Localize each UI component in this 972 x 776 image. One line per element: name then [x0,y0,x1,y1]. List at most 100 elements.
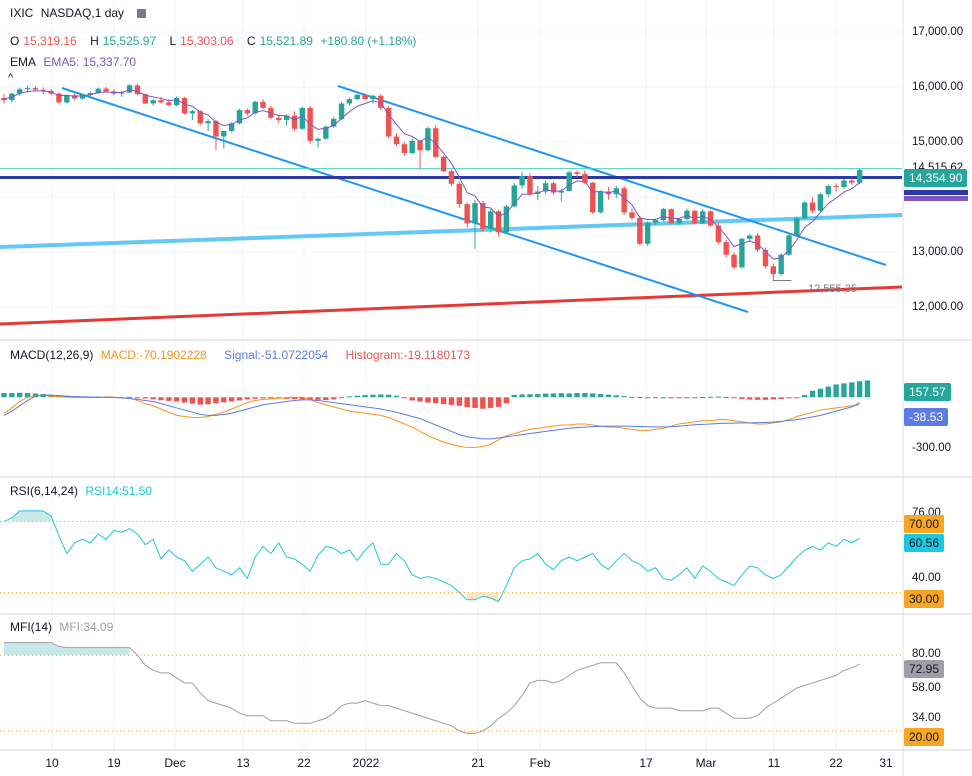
candle-body [574,172,580,174]
collapse-chevron-icon[interactable]: ^ [8,72,14,84]
candle [629,208,635,221]
candle-body [527,176,533,194]
candle-body [456,183,462,205]
candle [181,96,188,115]
macd-histogram-bar [126,396,133,398]
candle [754,233,761,252]
candle-body [244,110,251,114]
macd-histogram-bar [660,397,667,399]
mfi-overbought-fill [27,642,36,656]
candle [134,83,141,96]
candle-body [338,103,345,119]
date-tick: 21 [471,756,485,770]
mfi-pane[interactable] [0,642,902,734]
candle-body [519,176,525,186]
price-pane[interactable] [0,83,903,326]
symbol-label[interactable]: IXIC [10,6,34,20]
candle [692,210,698,225]
chart-title: NASDAQ,1 day [40,6,125,20]
macd-histogram-bar [841,383,847,398]
candle [283,114,290,126]
candle-body [425,128,431,151]
candle-body [213,121,219,137]
candle-body [786,235,792,255]
ema-label[interactable]: EMA [10,55,37,69]
rsi-oversold-fill [475,592,483,600]
date-tick: Feb [529,756,551,770]
mfi-overbought-fill [98,647,107,656]
rsi-legend: RSI(6,14,24) RSI14:51.50 [10,484,156,498]
candle [401,142,408,156]
level-tag-stack [904,190,968,195]
candle-body [802,202,808,219]
candle-body [652,220,659,223]
settings-icon[interactable] [137,9,147,19]
candle-body [1,98,7,101]
channel-upper-line [337,85,887,266]
rsi-title[interactable]: RSI(6,14,24) [10,484,79,498]
candle [684,208,690,221]
chart-header: IXIC NASDAQ,1 day [10,6,150,20]
macd-pane[interactable] [1,380,871,448]
candle-body [747,235,753,239]
date-tick: 11 [767,756,781,770]
macd-histogram-bar [621,396,627,398]
macd-histogram-bar [166,397,172,401]
candle-body [221,131,227,137]
macd-histogram-bar [17,392,23,398]
candle-body [119,92,125,94]
candle-body [134,85,141,95]
candle-body [770,266,776,274]
candle [315,137,321,148]
date-tick: 31 [879,756,893,770]
macd-histogram-bar [9,392,15,398]
macd-histogram-bar [668,397,674,399]
mfi-title[interactable]: MFI(14) [10,620,52,634]
macd-histogram-bar [597,394,604,398]
candle-body [778,254,784,274]
macd-histogram-bar [268,397,274,399]
candle-body [794,218,800,236]
candle [409,138,415,155]
candle-body [24,88,31,90]
candle-body [699,211,706,224]
candle-body [283,115,290,120]
price-tick: 12,000.00 [912,301,964,313]
candle [503,205,510,234]
candle-body [362,94,368,100]
candle [260,99,266,109]
rsi-overbought-fill [43,510,52,522]
macd-histogram-bar [503,397,510,404]
macd-histogram-bar [590,393,596,398]
macd-histogram-bar [527,394,533,398]
candle [731,252,737,270]
macd-title[interactable]: MACD(12,26,9) [10,348,94,362]
candle [660,208,667,222]
candle [213,120,219,151]
macd-histogram-bar [637,397,643,399]
macd-histogram-bar [260,397,266,399]
candle [464,202,470,228]
rsi-tick: 40.00 [912,572,941,584]
macd-histogram-bar [189,397,196,404]
candle [433,125,439,159]
macd-histogram-bar [346,396,353,398]
candle-body [754,235,761,250]
signal-line [3,394,860,440]
macd-histogram-bar [150,397,156,400]
candle-body [849,180,855,183]
low-value: 15,303.06 [180,34,234,48]
rsi-pane[interactable] [0,510,902,603]
candle-body [260,101,266,108]
macd-histogram-bar [385,394,392,398]
price-tick: 16,000.00 [912,81,964,93]
candle-body [95,88,101,94]
candle-body [856,170,863,183]
macd-histogram-bar [480,397,486,409]
candle-body [715,225,722,243]
macd-histogram-bar [849,382,855,398]
rsi-oversold-fill [467,592,475,600]
macd-histogram-bar [684,397,690,399]
candle-body [723,242,729,255]
